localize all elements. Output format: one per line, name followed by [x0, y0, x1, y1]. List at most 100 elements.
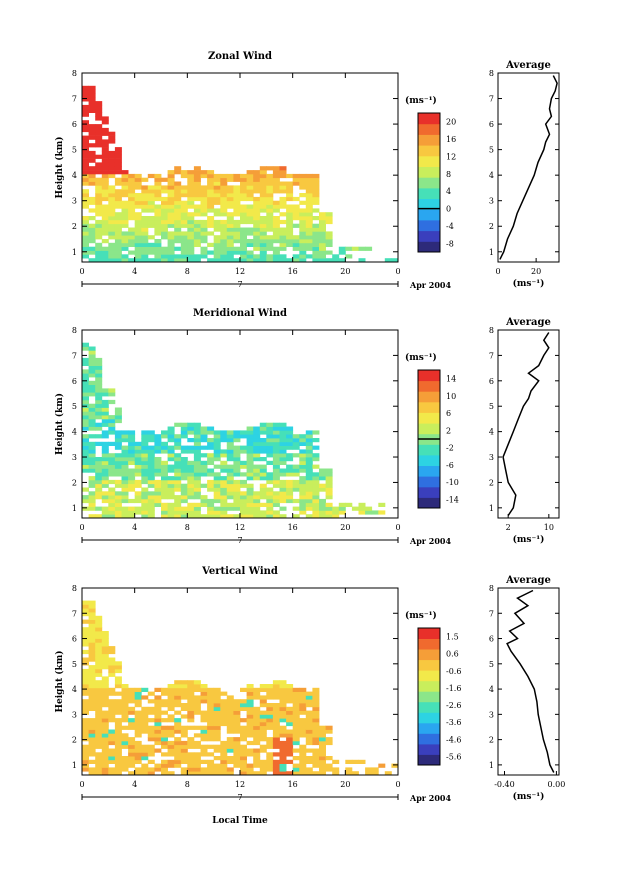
- heatmap-cell: [161, 464, 168, 469]
- heatmap-cell: [279, 434, 287, 439]
- heatmap-cell: [180, 449, 188, 454]
- colorbar-swatch: [418, 241, 440, 253]
- heatmap-cell: [108, 254, 116, 259]
- heatmap-cell: [82, 85, 89, 90]
- colorbar-swatch: [418, 423, 440, 435]
- heatmap-cell: [200, 729, 208, 734]
- heatmap-cell: [226, 744, 234, 749]
- heatmap-cell: [213, 767, 221, 772]
- heatmap-cell: [351, 759, 359, 764]
- profile-x-tick-label: -0.40: [494, 780, 515, 789]
- heatmap-cell: [121, 699, 129, 704]
- heatmap-cell: [154, 706, 162, 711]
- heatmap-cell: [325, 212, 333, 217]
- heatmap-cell: [240, 752, 247, 757]
- heatmap-cell: [88, 684, 96, 689]
- heatmap-cell: [108, 498, 116, 504]
- heatmap-cell: [114, 246, 122, 251]
- heatmap-cell: [161, 718, 168, 723]
- heatmap-cell: [128, 204, 136, 209]
- profile-title: Average: [505, 317, 551, 328]
- heatmap-cell: [325, 468, 333, 473]
- heatmap-cell: [299, 498, 307, 504]
- heatmap-cell: [233, 177, 241, 182]
- heatmap-cell: [95, 672, 103, 677]
- heatmap-cell: [220, 185, 228, 190]
- heatmap-cell: [121, 468, 129, 473]
- heatmap-cell: [319, 239, 326, 244]
- heatmap-cell: [101, 510, 109, 515]
- heatmap-cell: [108, 173, 116, 179]
- heatmap-cell: [213, 250, 221, 255]
- heatmap-cell: [141, 479, 149, 485]
- heatmap-cell: [246, 468, 254, 473]
- heatmap-cell: [128, 250, 136, 255]
- heatmap-cell: [305, 208, 313, 213]
- heatmap-cell: [292, 445, 300, 450]
- heatmap-cell: [240, 483, 247, 488]
- heatmap-cell: [279, 460, 287, 465]
- heatmap-cell: [240, 725, 247, 730]
- colorbar-swatch: [418, 649, 440, 661]
- heatmap-cell: [101, 430, 109, 435]
- heatmap-cell: [114, 510, 122, 515]
- heatmap-cell: [279, 242, 287, 247]
- heatmap-cell: [259, 173, 267, 179]
- heatmap-cell: [95, 479, 103, 485]
- heatmap-cell: [141, 449, 149, 454]
- x-axis-label: Local Time: [212, 816, 268, 826]
- heatmap-cell: [174, 181, 182, 186]
- heatmap-cell: [279, 453, 287, 458]
- heatmap-cell: [134, 258, 142, 263]
- heatmap-cell: [246, 510, 254, 515]
- heatmap-cell: [200, 426, 208, 431]
- heatmap-cell: [82, 239, 89, 244]
- heatmap-cell: [180, 208, 188, 213]
- heatmap-cell: [88, 346, 96, 351]
- profile-x-tick-label: 20: [531, 267, 541, 276]
- heatmap-cell: [371, 767, 379, 772]
- heatmap-cell: [88, 422, 96, 427]
- heatmap-cell: [259, 699, 267, 704]
- heatmap-cell: [187, 170, 195, 175]
- heatmap-cell: [174, 246, 182, 251]
- heatmap-cell: [121, 703, 129, 708]
- heatmap-cell: [95, 763, 103, 768]
- heatmap-cell: [95, 185, 103, 190]
- heatmap-cell: [154, 502, 162, 507]
- heatmap-cell: [141, 242, 149, 247]
- heatmap-cell: [220, 476, 228, 481]
- heatmap-cell: [259, 204, 267, 209]
- heatmap-cell: [174, 422, 182, 427]
- heatmap-cell: [82, 426, 89, 431]
- heatmap-cell: [95, 733, 103, 738]
- heatmap-cell: [286, 752, 294, 757]
- heatmap-cell: [246, 196, 254, 202]
- heatmap-cell: [134, 718, 142, 723]
- heatmap-cell: [226, 177, 234, 182]
- heatmap-cell: [95, 495, 103, 500]
- heatmap-cell: [101, 464, 109, 469]
- heatmap-cell: [279, 235, 287, 240]
- heatmap-cell: [108, 242, 116, 247]
- heatmap-cell: [305, 506, 313, 511]
- heatmap-cell: [167, 430, 175, 435]
- heatmap-cell: [253, 189, 261, 194]
- heatmap-cell: [233, 487, 241, 492]
- heatmap-cell: [332, 771, 340, 776]
- heatmap-cell: [200, 453, 208, 458]
- x-tick-label: 8: [185, 523, 190, 532]
- heatmap-cell: [246, 771, 254, 776]
- heatmap-cell: [114, 483, 122, 488]
- heatmap-cell: [134, 231, 142, 236]
- heatmap-cell: [279, 483, 287, 488]
- heatmap-cell: [305, 189, 313, 194]
- heatmap-cell: [259, 759, 267, 764]
- heatmap-cell: [174, 725, 182, 730]
- heatmap-cell: [233, 246, 241, 251]
- heatmap-cell: [299, 748, 307, 753]
- heatmap-cell: [108, 752, 116, 757]
- heatmap-cell: [82, 227, 89, 232]
- heatmap-cell: [187, 756, 195, 761]
- heatmap-cell: [246, 721, 254, 727]
